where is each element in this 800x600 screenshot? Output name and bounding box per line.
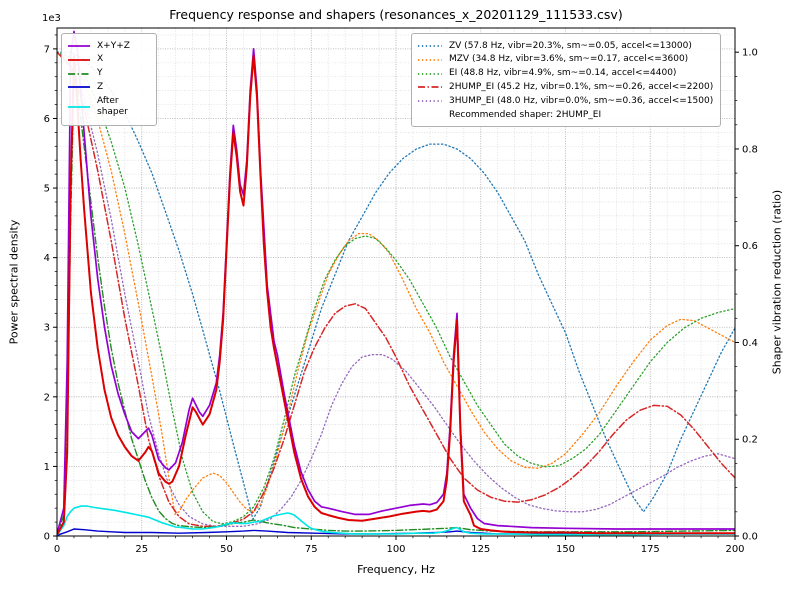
- legend-line-sample: [418, 58, 442, 61]
- x-tick-label: 125: [471, 544, 490, 555]
- legend-item-label: ZV (57.8 Hz, vibr=20.3%, sm~=0.05, accel…: [449, 40, 692, 51]
- y-left-tick-label: 3: [44, 323, 50, 334]
- x-tick-label: 100: [386, 544, 405, 555]
- x-tick-label: 75: [305, 544, 318, 555]
- legend-line-sample: [418, 72, 442, 75]
- legend-line-sample: [418, 45, 442, 48]
- y-left-tick-label: 4: [44, 253, 50, 264]
- series-after-shaper: [57, 505, 735, 536]
- y-axis-offset-label: 1e3: [42, 13, 61, 24]
- legend-psd-item-x: X: [67, 54, 149, 65]
- legend-item-label: After shaper: [97, 95, 128, 117]
- recommended-shaper-note: Recommended shaper: 2HUMP_EI: [449, 109, 602, 120]
- legend-line-sample: [418, 100, 442, 103]
- x-tick-label: 50: [220, 544, 233, 555]
- legend-item-label: X+Y+Z: [97, 40, 130, 51]
- series-3hump-ei: [57, 51, 735, 527]
- y-left-tick-label: 7: [44, 44, 50, 55]
- y-left-tick-label: 2: [44, 392, 50, 403]
- legend-line-sample: [68, 45, 90, 48]
- y-right-tick-label: 0.2: [742, 435, 758, 446]
- legend-psd: X+Y+Z X Y Z After shaper: [61, 33, 157, 126]
- x-tick-label: 25: [135, 544, 148, 555]
- y-right-tick-label: 0.4: [742, 338, 758, 349]
- legend-item-label: 3HUMP_EI (48.0 Hz, vibr=0.0%, sm~=0.36, …: [449, 95, 714, 106]
- legend-shapers: ZV (57.8 Hz, vibr=20.3%, sm~=0.05, accel…: [411, 33, 722, 127]
- y-left-tick-label: 1: [44, 462, 50, 473]
- x-tick-label: 150: [556, 544, 575, 555]
- legend-item-label: 2HUMP_EI (45.2 Hz, vibr=0.1%, sm~=0.26, …: [449, 81, 714, 92]
- legend-shapers-item-3hump-ei: 3HUMP_EI (48.0 Hz, vibr=0.0%, sm~=0.36, …: [417, 96, 713, 107]
- series-ei: [57, 51, 735, 525]
- series-mzv: [57, 51, 735, 515]
- y-right-tick-label: 0.6: [742, 241, 758, 252]
- legend-item-label: Y: [97, 68, 103, 78]
- legend-item-label: EI (48.8 Hz, vibr=4.9%, sm~=0.14, accel<…: [449, 68, 677, 78]
- legend-shapers-item-mzv: MZV (34.8 Hz, vibr=3.6%, sm~=0.17, accel…: [417, 54, 713, 65]
- chart-title: Frequency response and shapers (resonanc…: [169, 7, 623, 22]
- legend-line-sample: [418, 86, 442, 89]
- y-right-tick-label: 1.0: [742, 48, 758, 59]
- y-right-tick-label: 0.8: [742, 144, 758, 155]
- legend-item-label: X: [97, 54, 104, 65]
- legend-psd-item-after: After shaper: [67, 96, 149, 119]
- y-left-tick-label: 6: [44, 114, 50, 125]
- y-axis-right-label: Shaper vibration reduction (ratio): [770, 189, 784, 375]
- legend-line-sample: [68, 58, 90, 61]
- y-left-tick-label: 0: [44, 532, 50, 543]
- legend-shapers-item-zv: ZV (57.8 Hz, vibr=20.3%, sm~=0.05, accel…: [417, 41, 713, 52]
- legend-psd-item-z: Z: [67, 82, 149, 93]
- legend-item-label: Z: [97, 81, 104, 92]
- legend-line-sample: [68, 86, 90, 89]
- series-2hump-ei: [57, 51, 735, 528]
- x-axis-label: Frequency, Hz: [357, 563, 435, 576]
- x-tick-label: 0: [54, 544, 60, 555]
- legend-shapers-item-ei: EI (48.8 Hz, vibr=4.9%, sm~=0.14, accel<…: [417, 68, 713, 79]
- legend-line-sample: [68, 72, 90, 75]
- series-x: [57, 54, 735, 536]
- series-zv: [57, 51, 735, 520]
- legend-psd-item-y: Y: [67, 68, 149, 79]
- legend-item-label: MZV (34.8 Hz, vibr=3.6%, sm~=0.17, accel…: [449, 54, 689, 65]
- legend-line-sample: [68, 105, 90, 108]
- x-tick-label: 175: [641, 544, 660, 555]
- y-right-tick-label: 0.0: [742, 532, 758, 543]
- y-left-tick-label: 5: [44, 184, 50, 195]
- legend-psd-item-x-y-z: X+Y+Z: [67, 41, 149, 52]
- x-tick-label: 200: [725, 544, 744, 555]
- y-axis-left-label: Power spectral density: [7, 219, 21, 345]
- legend-shapers-item-2hump-ei: 2HUMP_EI (45.2 Hz, vibr=0.1%, sm~=0.26, …: [417, 82, 713, 93]
